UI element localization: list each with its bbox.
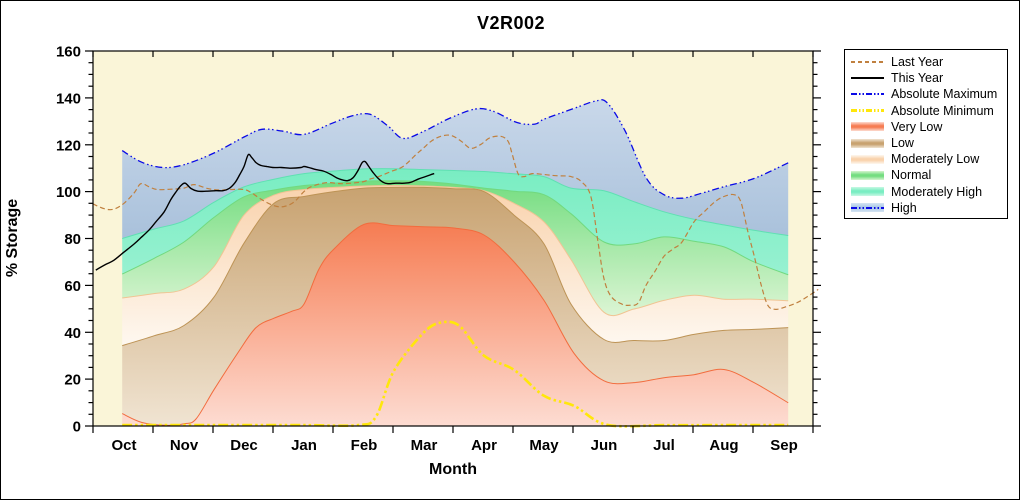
legend-label: Very Low — [891, 119, 943, 134]
x-tick-label: Jul — [653, 437, 675, 454]
x-tick-label: Jan — [291, 437, 317, 454]
legend-label: Absolute Maximum — [891, 87, 998, 102]
legend-item-this-year: This Year — [851, 70, 1007, 86]
y-axis-ticks: 0 20 40 60 80 100 120 140 160 — [56, 44, 821, 436]
legend-band-swatch — [851, 154, 884, 164]
y-tick-label: 80 — [64, 231, 81, 248]
legend-line-swatch — [851, 77, 884, 80]
legend-label: High — [891, 200, 917, 215]
legend-label: Absolute Minimum — [891, 103, 994, 118]
legend-line-swatch — [851, 109, 884, 113]
legend-label: Moderately Low — [891, 152, 980, 167]
legend-swatch-overlay-line — [851, 206, 884, 209]
legend-band-swatch — [851, 170, 884, 180]
x-tick-label: Dec — [230, 437, 258, 454]
band-low — [122, 187, 789, 426]
legend-item-absolute-maximum: Absolute Maximum — [851, 86, 1007, 102]
band-edge-very-low — [121, 222, 789, 426]
x-axis-ticks: Oct Nov Dec Jan Feb Mar Apr May Jun Jul Aug Sep — [92, 51, 814, 454]
x-tick-label: Mar — [411, 437, 438, 454]
y-tick-label: 160 — [56, 44, 81, 61]
x-tick-label: Feb — [351, 437, 378, 454]
chart-title: V2R002 — [476, 13, 546, 33]
y-tick-label: 120 — [56, 137, 81, 154]
legend-band-swatch — [851, 138, 884, 148]
band-moderately-low — [122, 185, 789, 346]
x-tick-label: Sep — [770, 437, 798, 454]
y-tick-label: 140 — [56, 90, 81, 107]
x-tick-label: Nov — [170, 437, 199, 454]
band-edge-normal — [121, 180, 789, 276]
legend-item-high: High — [851, 200, 1007, 216]
y-tick-label: 100 — [56, 184, 81, 201]
legend-item-last-year: Last Year — [851, 54, 1007, 70]
y-tick-label: 20 — [64, 372, 81, 389]
legend-item-moderately-high: Moderately High — [851, 184, 1007, 200]
x-axis-label: Month — [429, 461, 477, 478]
legend-item-very-low: Very Low — [851, 119, 1007, 135]
legend-item-normal: Normal — [851, 167, 1007, 183]
legend-band-swatch — [851, 203, 884, 213]
legend-label: This Year — [891, 71, 944, 86]
line-absolute-maximum — [121, 99, 789, 199]
y-tick-label: 60 — [64, 278, 81, 295]
band-high — [122, 99, 789, 239]
legend-band-swatch — [851, 187, 884, 197]
line-this-year — [95, 153, 435, 271]
x-tick-label: Aug — [709, 437, 738, 454]
band-edge-moderately-low — [122, 184, 789, 317]
legend-item-moderately-low: Moderately Low — [851, 151, 1007, 167]
legend-line-swatch — [851, 61, 884, 64]
y-axis-label: % Storage — [4, 198, 21, 278]
band-edge-moderately-high — [122, 168, 789, 239]
x-tick-label: Jun — [591, 437, 618, 454]
legend-item-low: Low — [851, 135, 1007, 151]
legend-label: Normal — [891, 168, 932, 183]
legend-label: Moderately High — [891, 184, 983, 199]
x-tick-label: May — [529, 437, 559, 454]
x-tick-label: Apr — [471, 437, 497, 454]
legend-band-swatch — [851, 122, 884, 132]
band-edge-low — [122, 186, 789, 347]
y-tick-label: 40 — [64, 325, 81, 342]
y-tick-label: 0 — [73, 419, 81, 436]
legend: Last Year This Year Absolute Maximum Absolu… — [844, 49, 1008, 219]
band-normal — [122, 180, 789, 316]
band-moderately-high — [122, 168, 789, 275]
legend-label: Low — [891, 136, 914, 151]
legend-item-absolute-minimum: Absolute Minimum — [851, 103, 1007, 119]
x-tick-label: Oct — [111, 437, 136, 454]
legend-line-swatch — [851, 93, 884, 96]
legend-label: Last Year — [891, 55, 944, 70]
